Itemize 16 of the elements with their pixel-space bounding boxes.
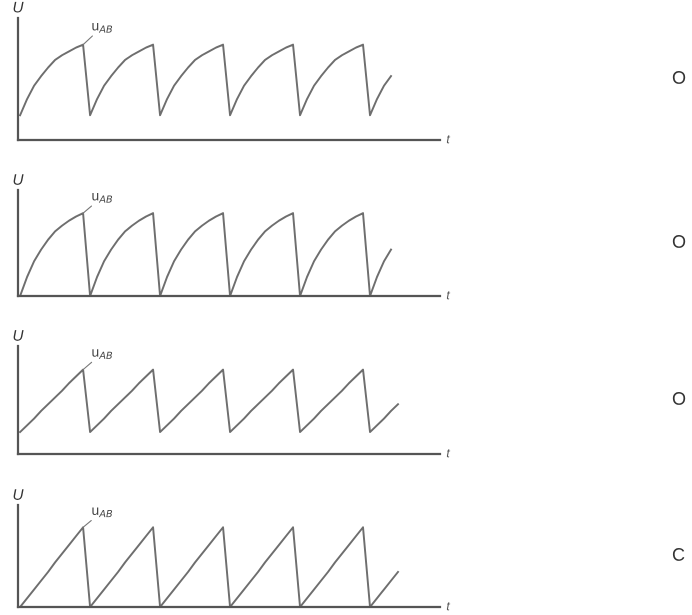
text: u$_{AB}$ [92,23,112,33]
text: u$_{AB}$ [92,508,112,518]
x-axis-title: t [446,602,450,610]
y-axis-title: U [14,330,24,341]
text: u$_{AB}$ [92,193,112,203]
y-axis-title: U [14,489,24,500]
y-axis-title: U [14,2,24,13]
x-axis-title: t [446,291,450,300]
text: u$_{AB}$ [92,349,112,359]
text: O [672,71,686,84]
text: O [672,235,686,248]
x-axis-title: t [446,449,450,458]
x-axis-title: t [446,135,450,144]
text: O [672,392,686,405]
y-axis-title: U [14,174,24,185]
text: C [672,548,684,561]
